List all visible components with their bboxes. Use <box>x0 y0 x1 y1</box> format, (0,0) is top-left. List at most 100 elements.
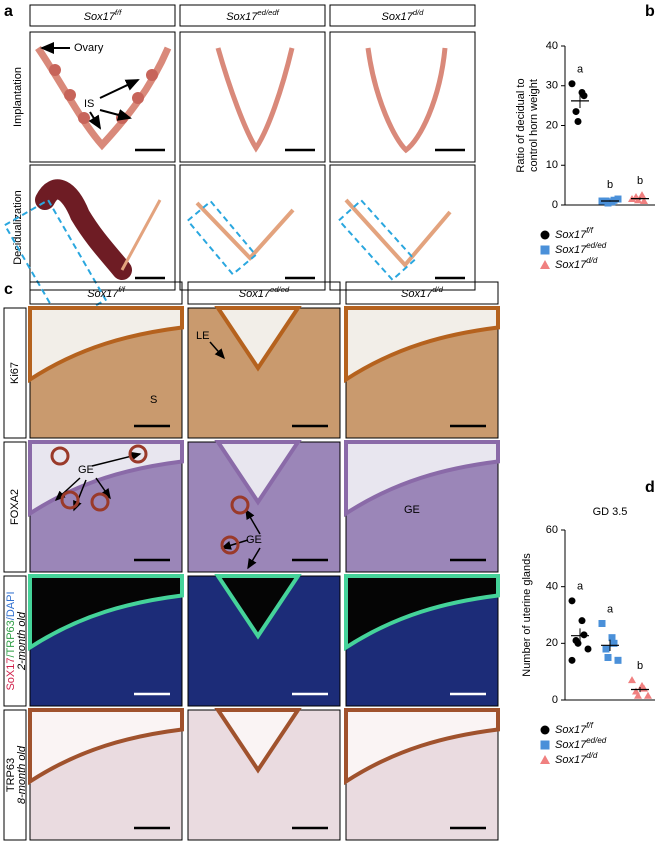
gland <box>90 492 110 512</box>
genotype: ed/ed <box>586 736 607 745</box>
y-tick-label: 10 <box>546 159 558 171</box>
gland <box>60 490 80 510</box>
panel-label: c <box>4 281 13 298</box>
lumen <box>344 440 500 518</box>
gene: Sox17 <box>555 244 587 256</box>
y-tick-label: 0 <box>552 199 558 211</box>
gland <box>230 495 250 515</box>
stain: /DAPI <box>5 591 17 620</box>
gene: Sox17 <box>239 288 271 300</box>
uterus <box>365 47 448 154</box>
photo-frame <box>179 164 326 291</box>
genotype: ed/ed <box>586 241 607 250</box>
arrow <box>245 508 261 535</box>
control-horn <box>120 199 162 271</box>
header-box <box>187 281 341 305</box>
annotation: S <box>150 394 157 406</box>
point <box>634 196 642 204</box>
point <box>610 639 618 647</box>
point <box>604 199 612 207</box>
arrow <box>99 109 132 121</box>
row-label: Decidualization <box>12 190 24 265</box>
y-axis-label: control horn weight <box>528 79 540 172</box>
panel-label: a <box>4 3 13 20</box>
legend-marker <box>540 755 550 764</box>
point <box>602 645 610 653</box>
legend-marker <box>540 260 550 269</box>
point <box>568 80 576 88</box>
arrow <box>99 79 140 99</box>
gene: Sox17 <box>555 259 587 271</box>
label-box <box>3 709 27 841</box>
arrow <box>220 539 249 550</box>
implantation-site <box>49 64 61 76</box>
dashed-box <box>186 199 258 276</box>
point <box>580 92 588 100</box>
legend-marker <box>540 230 550 240</box>
header-box <box>29 4 176 27</box>
legend-label: Sox17d/d <box>555 751 598 766</box>
genotype-label: Sox17ed/edf <box>226 8 279 23</box>
genotype: f/f <box>115 8 122 17</box>
genotype: d/d <box>586 256 598 265</box>
gland <box>220 535 240 555</box>
group-letter: a <box>577 581 584 593</box>
gene: Sox17 <box>382 11 414 23</box>
gene: Sox17 <box>226 11 258 23</box>
genotype: d/d <box>432 285 443 294</box>
y-tick-label: 20 <box>546 637 558 649</box>
point <box>568 656 576 664</box>
group-letter: b <box>607 179 613 191</box>
group-letter: a <box>577 64 584 76</box>
lumen <box>214 306 302 372</box>
y-tick-label: 0 <box>552 694 558 706</box>
arrow <box>91 451 142 467</box>
genotype-label: Sox17d/d <box>382 8 425 23</box>
lumen <box>28 306 184 384</box>
chart-title: GD 3.5 <box>593 506 628 518</box>
panel-label: b <box>645 3 655 20</box>
genotype: d/d <box>586 751 598 760</box>
legend-label: Sox17ed/ed <box>555 241 607 256</box>
lumen <box>344 708 500 786</box>
decidual-horn <box>35 179 132 280</box>
row-age: 8-month old <box>16 745 28 804</box>
stain: /TRP63 <box>5 620 17 657</box>
decidual-horn <box>344 198 452 269</box>
row-age: 2-month old <box>16 611 28 671</box>
legend-label: Sox17ed/ed <box>555 736 607 751</box>
gene: Sox17 <box>555 754 587 766</box>
point <box>628 676 636 684</box>
genotype: f/f <box>118 285 125 294</box>
point <box>572 108 580 116</box>
point <box>604 654 612 661</box>
genotype: ed/ed <box>270 285 290 294</box>
label-box <box>3 575 27 707</box>
row-label: Ki67 <box>9 362 21 384</box>
genotype-label: Sox17ed/ed <box>239 285 290 300</box>
point <box>644 691 652 699</box>
gene: Sox17 <box>555 739 587 751</box>
gene: Sox17 <box>87 288 119 300</box>
uterus <box>35 46 172 151</box>
lumen <box>344 574 500 652</box>
legend-marker <box>540 725 550 735</box>
point <box>578 617 586 625</box>
gland <box>50 446 70 466</box>
y-axis-label: Number of uterine glands <box>521 553 533 677</box>
annotation: LE <box>196 330 209 342</box>
y-tick-label: 40 <box>546 581 558 593</box>
legend-marker <box>540 245 550 255</box>
gene: Sox17 <box>401 288 433 300</box>
genotype: f/f <box>586 721 593 730</box>
implantation-site <box>78 112 90 124</box>
arrow <box>95 477 111 500</box>
annotation: GE <box>78 464 94 476</box>
legend-label: Sox17f/f <box>555 721 594 736</box>
legend-label: Sox17d/d <box>555 256 598 271</box>
y-tick-label: 40 <box>546 40 558 52</box>
header-box <box>345 281 499 305</box>
point <box>614 195 622 203</box>
